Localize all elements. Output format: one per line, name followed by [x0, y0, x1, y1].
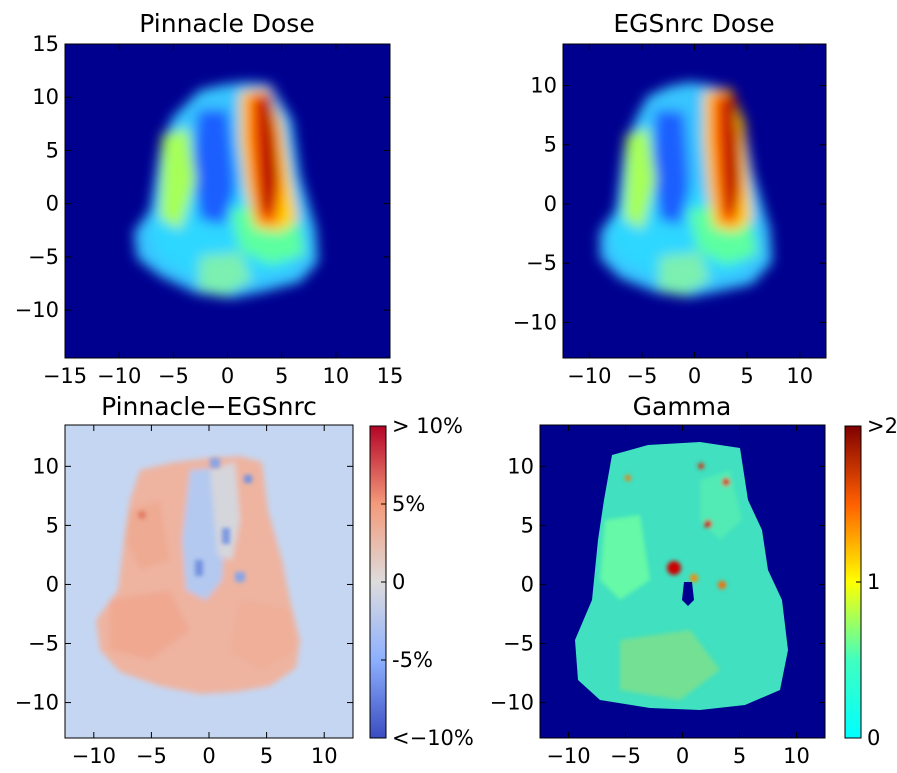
y-tick-label: 0: [544, 192, 557, 216]
y-tick-label: 10: [507, 454, 534, 478]
gamma-image: [540, 425, 825, 738]
x-tick-label: −10: [97, 364, 141, 388]
x-tick-label: −5: [610, 744, 641, 768]
pinnacle-dose-axes: −15 −10 −5 0 5 10 15 15 10 5 0 −5 −10: [15, 32, 404, 388]
difference-axes: −10 −5 0 5 10 10 5 0 −5 −10: [15, 425, 353, 768]
x-tick-label: 10: [311, 744, 338, 768]
y-tick-label: 15: [32, 32, 59, 56]
x-tick-label: 0: [688, 364, 701, 388]
x-tick-label: 5: [275, 364, 288, 388]
x-tick-label: 0: [221, 364, 234, 388]
y-tick-label: 5: [46, 138, 59, 162]
x-tick-label: 10: [786, 364, 813, 388]
y-tick-label: 5: [521, 513, 534, 537]
x-tick-label: 5: [740, 364, 753, 388]
y-tick-label: −5: [526, 251, 557, 275]
y-tick-label: −5: [503, 632, 534, 656]
x-tick-label: 0: [676, 744, 689, 768]
x-tick-label: −5: [626, 364, 657, 388]
gamma-colorbar: >2 1 0: [844, 414, 897, 750]
gamma-colorbar-ticks: >2 1 0: [856, 414, 897, 750]
y-tick-label: 10: [32, 85, 59, 109]
y-tick-label: −10: [15, 691, 59, 715]
x-tick-label: 10: [783, 744, 810, 768]
y-tick-label: 0: [521, 572, 534, 596]
x-tick-label: −15: [43, 364, 87, 388]
x-tick-label: 5: [733, 744, 746, 768]
y-tick-label: 0: [46, 572, 59, 596]
egsnrc-dose-axes: −10 −5 0 5 10 10 5 0 −5 −10: [513, 44, 826, 388]
difference-image: [65, 425, 353, 738]
difference-title: Pinnacle−EGSnrc: [101, 392, 317, 421]
x-tick-label: −10: [567, 364, 611, 388]
egsnrc-dose-image: [563, 44, 826, 358]
difference-panel: Pinnacle−EGSnrc −10 −5 0 5 10 10 5 0 −5 −10 > 10%…: [15, 392, 474, 768]
y-tick-label: −5: [28, 245, 59, 269]
y-tick-label: 10: [530, 73, 557, 97]
difference-colorbar-ticks: > 10% 5% 0 -5% <−10%: [381, 414, 474, 750]
y-tick-label: −10: [15, 298, 59, 322]
colorbar-tick-label: 0: [392, 570, 405, 594]
y-tick-label: −10: [513, 310, 557, 334]
y-tick-label: 5: [544, 133, 557, 157]
y-tick-label: −10: [490, 691, 534, 715]
x-tick-label: −10: [72, 744, 116, 768]
pinnacle-dose-title: Pinnacle Dose: [139, 9, 314, 38]
x-tick-label: 0: [202, 744, 215, 768]
y-tick-label: 5: [46, 513, 59, 537]
colorbar-tick-label: > 10%: [392, 414, 463, 438]
egsnrc-dose-title: EGSnrc Dose: [613, 9, 774, 38]
colorbar-tick-label: 1: [867, 570, 880, 594]
y-tick-label: −5: [28, 632, 59, 656]
x-tick-label: −5: [136, 744, 167, 768]
colorbar-tick-label: >2: [867, 414, 897, 438]
difference-colorbar: > 10% 5% 0 -5% <−10%: [369, 414, 474, 750]
egsnrc-dose-panel: EGSnrc Dose −10 −5 0 5 10 10 5 0 −5 −10: [513, 9, 827, 388]
gamma-axes: −10 −5 0 5 10 10 5 0 −5 −10: [490, 425, 825, 768]
colorbar-tick-label: 0: [867, 726, 880, 750]
colorbar-tick-label: 5%: [392, 492, 425, 516]
y-tick-label: 0: [46, 192, 59, 216]
colorbar-tick-label: <−10%: [392, 726, 474, 750]
x-tick-label: 15: [377, 364, 404, 388]
gamma-title: Gamma: [633, 392, 732, 421]
x-tick-label: −10: [546, 744, 590, 768]
x-tick-label: −5: [158, 364, 189, 388]
pinnacle-dose-panel: Pinnacle Dose −15 −10 −5 0 5 10 15 15 10 5 0 −5 −10: [15, 9, 404, 388]
x-tick-label: 5: [260, 744, 273, 768]
x-tick-label: 10: [322, 364, 349, 388]
y-tick-label: 10: [32, 454, 59, 478]
colorbar-tick-label: -5%: [392, 648, 433, 672]
pinnacle-dose-image: [65, 44, 390, 358]
